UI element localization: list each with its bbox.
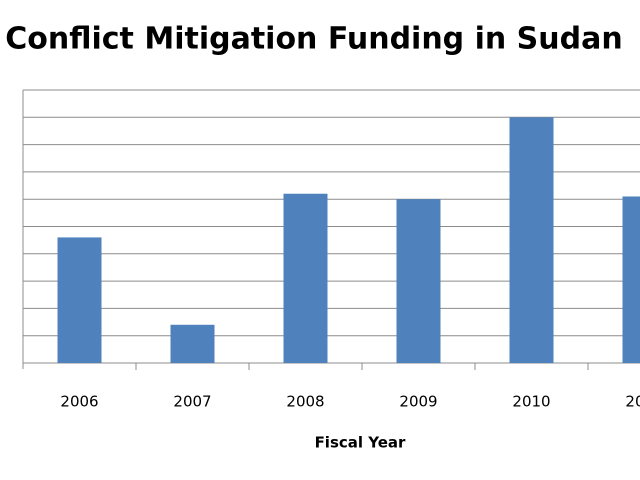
- x-tick-label: 2006: [60, 393, 98, 411]
- x-tick-label: 2010: [512, 393, 550, 411]
- bar: [509, 117, 554, 363]
- x-axis-label: Fiscal Year: [315, 434, 406, 452]
- bar: [283, 193, 328, 363]
- x-tick-label: 2011: [625, 393, 640, 411]
- x-tick-label: 2007: [173, 393, 211, 411]
- bar: [57, 237, 102, 363]
- bar: [622, 196, 640, 363]
- chart-title: Conflict Mitigation Funding in Sudan: [5, 22, 622, 57]
- x-tick-label: 2009: [399, 393, 437, 411]
- x-tick-label: 2008: [286, 393, 324, 411]
- bar: [396, 199, 441, 363]
- bar: [170, 324, 215, 363]
